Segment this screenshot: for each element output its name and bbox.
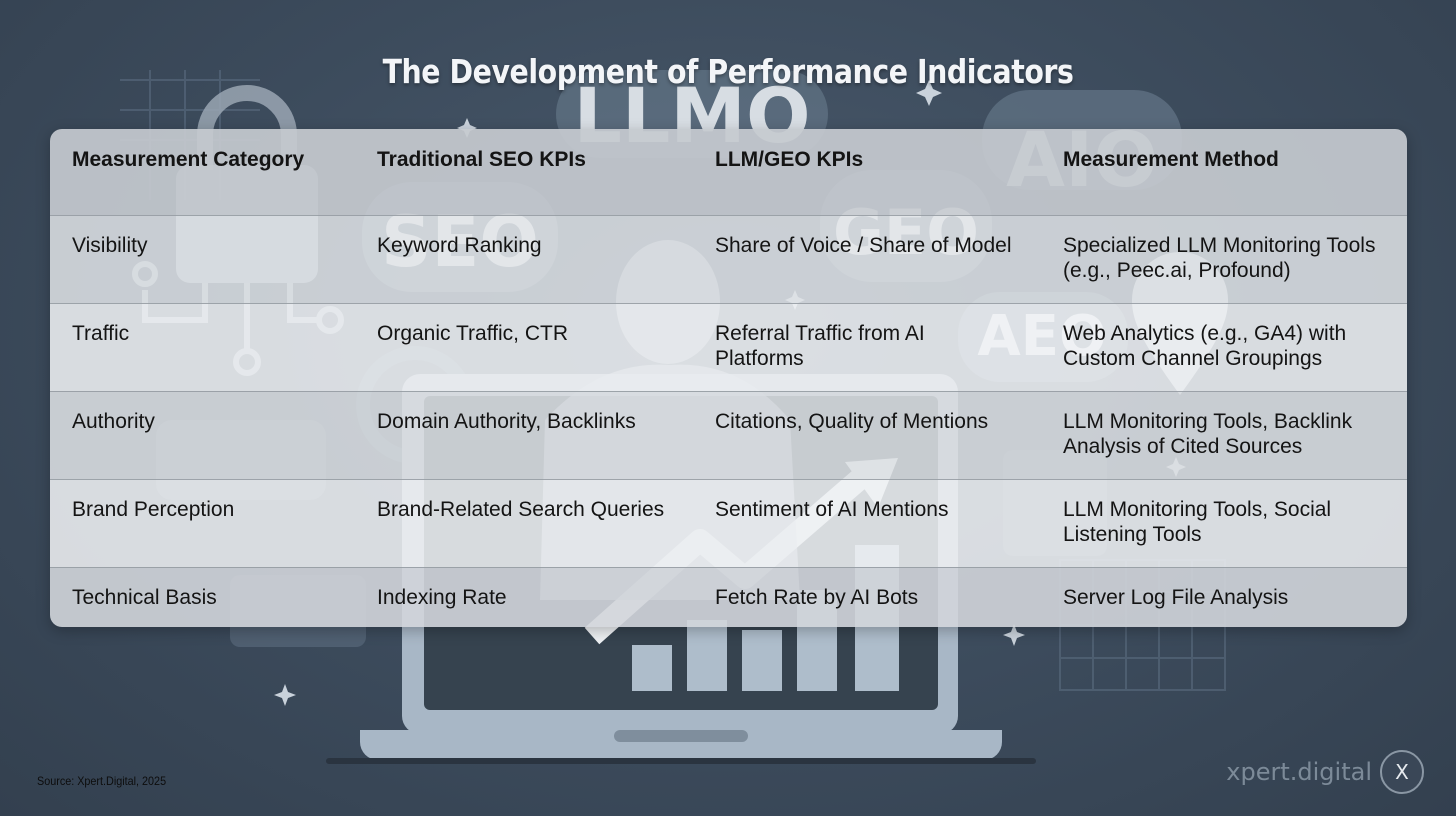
person-icon [540,240,800,600]
kpi-table-panel: Measurement Category Traditional SEO KPI… [50,129,1407,627]
cell-llm-kpi: Referral Traffic from AI Platforms [715,321,925,370]
cell-seo-kpi: Keyword Ranking [377,233,542,257]
aeo-badge [958,292,1128,382]
source-credit: Source: Xpert.Digital, 2025 [37,774,167,788]
cell-category: Traffic [72,321,130,345]
cell-seo-kpi: Indexing Rate [377,585,507,609]
chat-bubble-icon [156,420,326,500]
cell-category: Visibility [72,233,148,257]
table-header-row: Measurement Category Traditional SEO KPI… [50,129,1407,215]
page-title: The Development of Performance Indicator… [382,52,1074,92]
document-icon [1003,450,1107,556]
seo-badge [362,182,558,292]
brand-wordmark[interactable]: xpert.digital [1226,758,1372,786]
cell-llm-kpi: Citations, Quality of Mentions [715,409,989,433]
header-measurement-method: Measurement Method [1063,148,1279,171]
kpi-table: Measurement Category Traditional SEO KPI… [50,129,1407,627]
header-llm-geo-kpis: LLM/GEO KPIs [715,148,864,171]
padlock-body-icon [176,165,318,283]
cell-category: Technical Basis [72,585,217,609]
geo-badge [820,170,992,282]
grid-left-icon [120,70,260,200]
table-row: Technical Basis Indexing Rate Fetch Rate… [50,567,1407,627]
cell-method: LLM Monitoring Tools, Backlink Analysis … [1063,409,1353,458]
cell-category: Authority [72,409,155,433]
table-row: Traffic Organic Traffic, CTR Referral Tr… [50,303,1407,391]
cell-seo-kpi: Domain Authority, Backlinks [377,409,636,433]
cell-seo-kpi: Brand-Related Search Queries [377,497,665,521]
cell-method: LLM Monitoring Tools, Social Listening T… [1063,497,1332,546]
cell-method: Specialized LLM Monitoring Tools (e.g., … [1063,233,1376,282]
seo-badge-text: SEO [381,201,539,283]
table-row: Brand Perception Brand-Related Search Qu… [50,479,1407,567]
chat-bubble-lines-icon [230,575,366,647]
bar-chart-icon [632,545,899,691]
table-row: Authority Domain Authority, Backlinks Ci… [50,391,1407,479]
header-measurement-category: Measurement Category [72,148,305,171]
cell-method: Server Log File Analysis [1063,585,1289,609]
cell-llm-kpi: Fetch Rate by AI Bots [715,585,919,609]
trend-arrowhead-icon [845,458,898,508]
llmo-badge [556,70,828,158]
sparkle-icon [274,80,1186,706]
padlock-icon [197,85,297,170]
aeo-badge-text: AEO [977,304,1106,369]
location-pin-icon [1132,252,1228,395]
geo-badge-text: GEO [833,196,979,269]
cell-llm-kpi: Share of Voice / Share of Model [715,233,1012,257]
cell-category: Brand Perception [72,497,235,521]
table-row: Visibility Keyword Ranking Share of Voic… [50,215,1407,303]
brand-logo-icon[interactable]: X [1380,750,1424,794]
aio-badge-text: AIO [1006,115,1158,204]
cell-seo-kpi: Organic Traffic, CTR [377,321,568,345]
llmo-badge-text: LLMO [573,71,810,160]
aio-badge [982,90,1182,190]
header-traditional-seo-kpis: Traditional SEO KPIs [377,148,586,171]
cell-llm-kpi: Sentiment of AI Mentions [715,497,949,521]
circuit-icon [132,261,344,376]
grid-right-icon [1059,559,1226,691]
cell-method: Web Analytics (e.g., GA4) with Custom Ch… [1063,321,1347,370]
